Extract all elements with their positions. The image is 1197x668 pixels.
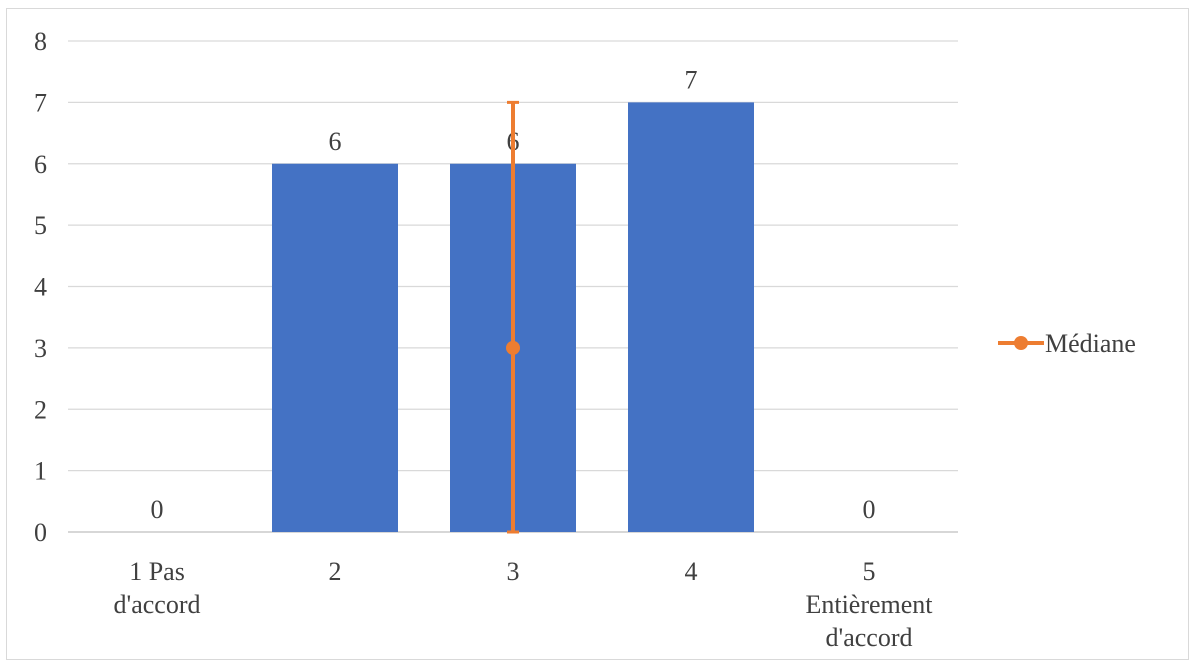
x-tick-label: 1 Pas (129, 557, 185, 586)
data-label: 6 (329, 127, 342, 156)
x-tick-label: Entièrement (805, 590, 933, 619)
x-tick-label: 4 (685, 557, 698, 586)
y-tick-label: 3 (34, 334, 47, 363)
x-tick-label: d'accord (114, 590, 201, 619)
x-tick-label: d'accord (826, 623, 913, 652)
data-label: 0 (863, 495, 876, 524)
y-tick-label: 7 (34, 88, 47, 117)
data-label: 7 (685, 65, 698, 94)
data-label: 0 (151, 495, 164, 524)
y-tick-label: 8 (34, 27, 47, 56)
y-tick-label: 4 (34, 273, 47, 302)
bar (272, 163, 398, 532)
y-tick-label: 0 (34, 518, 47, 547)
legend-median-label: Médiane (1045, 329, 1136, 358)
chart-frame (6, 8, 1189, 660)
y-tick-label: 1 (34, 457, 47, 486)
legend-median-marker (1014, 336, 1028, 350)
bar (628, 102, 754, 532)
y-tick-label: 2 (34, 395, 47, 424)
median-point (506, 340, 520, 355)
y-tick-label: 5 (34, 211, 47, 240)
x-tick-label: 2 (329, 557, 342, 586)
x-tick-label: 5 (863, 557, 876, 586)
x-tick-label: 3 (507, 557, 520, 586)
y-tick-label: 6 (34, 150, 47, 179)
